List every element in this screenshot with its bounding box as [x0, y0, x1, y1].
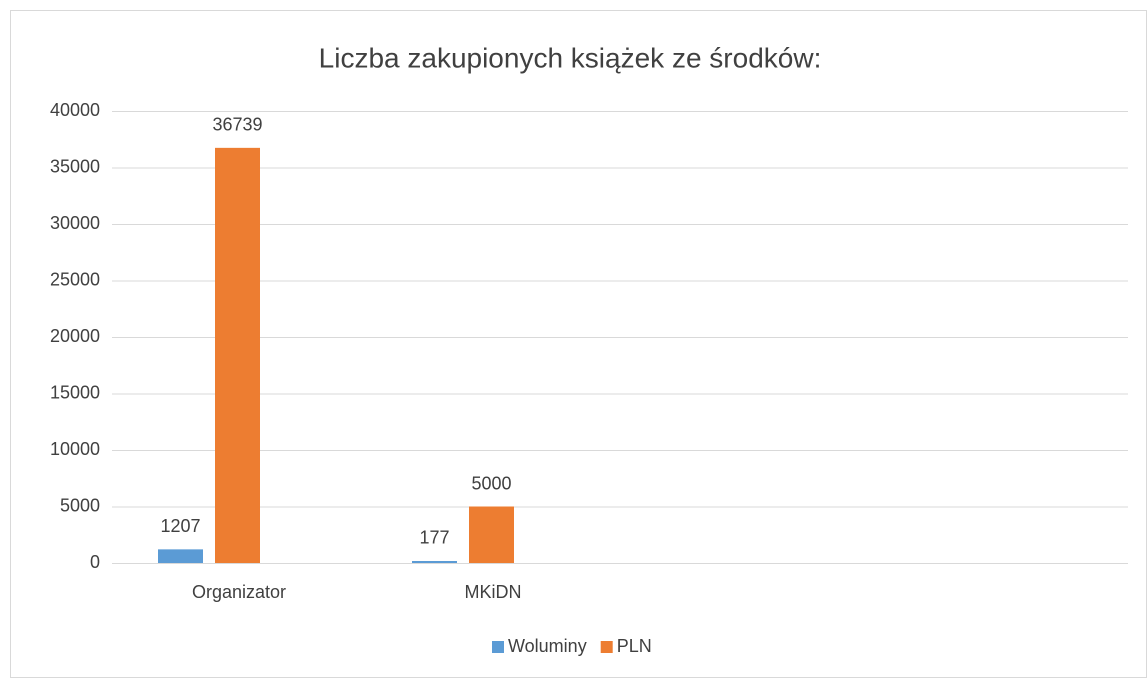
bar	[215, 147, 260, 563]
y-tick-label: 25000	[50, 269, 100, 289]
data-label: 1207	[160, 516, 200, 536]
data-label: 5000	[471, 473, 511, 493]
bar	[158, 549, 203, 563]
y-tick-label: 20000	[50, 326, 100, 346]
legend-swatch	[600, 641, 613, 653]
y-tick-label: 15000	[50, 382, 100, 402]
legend-label: Woluminy	[508, 636, 587, 656]
legend-label: PLN	[617, 636, 652, 656]
chart-title: Liczba zakupionych książek ze środków:	[319, 42, 822, 73]
y-tick-label: 30000	[50, 213, 100, 233]
x-tick-label: Organizator	[192, 582, 286, 602]
y-tick-label: 10000	[50, 439, 100, 459]
data-label: 36739	[212, 115, 262, 135]
y-tick-label: 40000	[50, 100, 100, 120]
chart-border	[10, 10, 1147, 678]
bar	[412, 560, 457, 563]
bar	[469, 506, 514, 563]
x-tick-label: MKiDN	[465, 582, 522, 602]
legend-swatch	[492, 641, 504, 653]
y-tick-label: 0	[90, 552, 100, 572]
y-tick-label: 35000	[50, 156, 100, 176]
data-label: 177	[419, 528, 449, 548]
y-tick-label: 5000	[60, 495, 100, 515]
